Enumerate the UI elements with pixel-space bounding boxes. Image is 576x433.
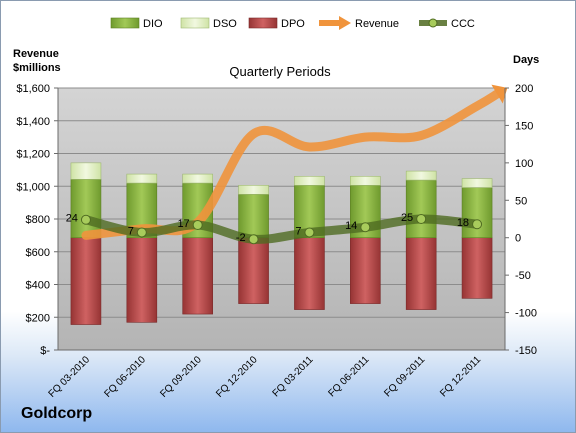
right-tick-label: 150: [515, 120, 533, 132]
ccc-data-label: 14: [345, 220, 357, 232]
ccc-point: [416, 214, 427, 224]
left-tick-label: $600: [26, 247, 50, 259]
left-axis-title-line-1: Revenue: [13, 48, 59, 60]
left-tick-label: $1,000: [16, 181, 50, 193]
dio-bar: [238, 193, 269, 239]
left-tick-label: $400: [26, 280, 50, 292]
dpo-bar: [126, 237, 158, 323]
ccc-data-label: 24: [66, 213, 78, 225]
dso-bar: [350, 176, 381, 186]
left-tick-label: $1,600: [16, 83, 50, 95]
right-tick-label: 100: [515, 158, 533, 170]
legend-label: DIO: [143, 18, 163, 30]
x-tick-label: FQ 03-2011: [271, 354, 316, 399]
dso-bar: [126, 173, 158, 184]
dpo-bar: [70, 237, 102, 325]
x-tick-label: FQ 12-2011: [438, 354, 483, 399]
legend-arrow-revenue: [339, 16, 351, 30]
dso-bar: [294, 176, 325, 186]
ccc-data-label: 7: [128, 225, 134, 237]
chart-subtitle: Quarterly Periods: [229, 64, 331, 79]
x-tick-label: FQ 09-2010: [158, 354, 204, 400]
ccc-data-label: -2: [236, 232, 246, 244]
ccc-data-label: 18: [457, 217, 469, 229]
legend-label: DPO: [281, 18, 305, 30]
right-tick-label: -150: [515, 345, 537, 357]
ccc-point: [136, 227, 147, 238]
dio-bar: [70, 179, 102, 239]
ccc-point: [192, 219, 203, 230]
x-tick-label: FQ 06-2010: [102, 354, 148, 400]
dio-bar: [461, 187, 493, 239]
right-tick-label: 200: [515, 83, 533, 95]
legend-swatch-dio: [110, 17, 140, 29]
ccc-point: [248, 234, 259, 245]
left-tick-label: $1,400: [16, 116, 50, 128]
legend-label: DSO: [213, 18, 237, 30]
x-tick-label: FQ 03-2010: [47, 354, 93, 400]
dso-bar: [405, 170, 437, 181]
ccc-point: [80, 214, 91, 225]
right-tick-label: -100: [515, 308, 537, 320]
left-tick-label: $1,200: [16, 149, 50, 161]
company-name: Goldcorp: [21, 405, 93, 422]
ccc-point: [360, 222, 371, 233]
right-tick-label: -50: [515, 270, 531, 282]
left-tick-label: $-: [40, 345, 50, 357]
dpo-bar: [294, 237, 325, 310]
revenue-arrowhead: [491, 84, 508, 104]
dso-bar: [238, 185, 269, 195]
left-axis-title-line-2: $millions: [13, 62, 61, 74]
bars: [70, 162, 493, 325]
x-tick-label: FQ 09-2011: [382, 354, 427, 399]
right-tick-label: 50: [515, 195, 527, 207]
legend-label: CCC: [451, 18, 475, 30]
dpo-bar: [350, 237, 381, 304]
dpo-bar: [238, 237, 269, 304]
ccc-data-label: 25: [401, 212, 413, 224]
legend-swatch-dso: [180, 17, 210, 29]
dpo-bar: [182, 237, 213, 315]
ccc-point: [472, 219, 483, 230]
right-axis-title: Days: [513, 54, 539, 66]
ccc-data-label: 17: [177, 218, 189, 230]
dso-bar: [182, 173, 213, 184]
legend-label: Revenue: [355, 18, 399, 30]
legend-marker-ccc: [428, 18, 438, 28]
dpo-bar: [405, 237, 437, 310]
left-tick-label: $800: [26, 214, 50, 226]
dpo-bar: [461, 237, 493, 299]
ccc-series: 24 7 17 -2 7 14 25 18: [66, 212, 483, 245]
left-tick-label: $200: [26, 312, 50, 324]
ccc-data-label: 7: [295, 225, 301, 237]
ccc-point: [304, 227, 315, 238]
dio-bar: [405, 179, 437, 239]
x-tick-label: FQ 12-2010: [214, 354, 260, 400]
x-tick-label: FQ 06-2011: [326, 354, 371, 399]
right-tick-label: 0: [515, 233, 521, 245]
dso-bar: [461, 178, 493, 188]
legend: DIO DSO DPO Revenue CCC: [110, 16, 475, 30]
dso-bar: [70, 162, 102, 180]
legend-swatch-dpo: [248, 17, 278, 29]
